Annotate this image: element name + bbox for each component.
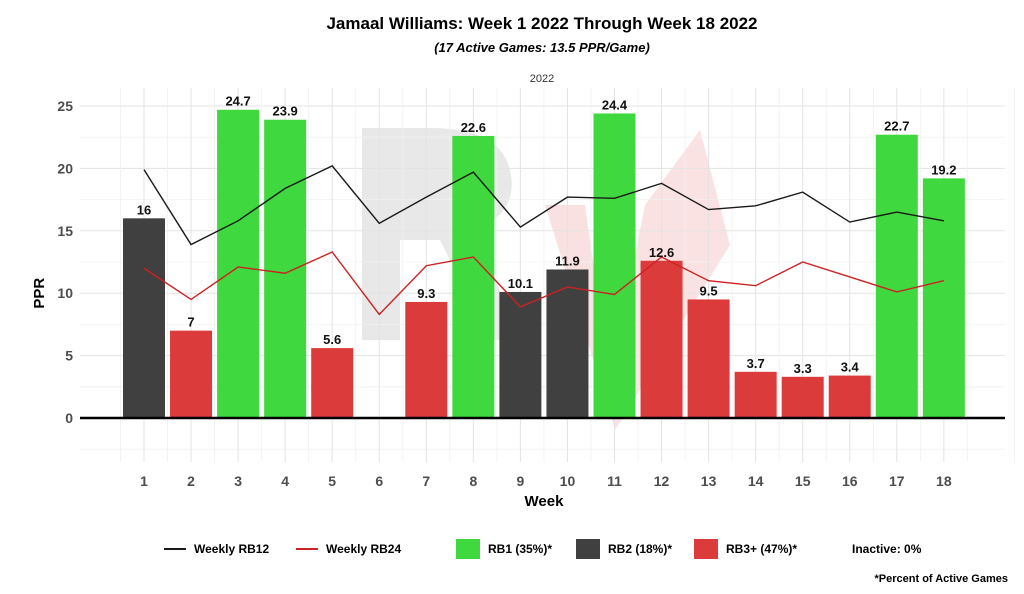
x-axis-title: Week bbox=[525, 493, 565, 510]
x-tick-label: 17 bbox=[889, 473, 905, 489]
bar-week-3 bbox=[217, 109, 260, 418]
x-tick-label: 2 bbox=[187, 473, 195, 489]
y-tick-label: 15 bbox=[57, 223, 73, 239]
x-tick-label: 8 bbox=[469, 473, 477, 489]
chart-title: Jamaal Williams: Week 1 2022 Through Wee… bbox=[326, 14, 758, 33]
bar-week-17 bbox=[875, 134, 918, 419]
x-tick-label: 11 bbox=[607, 473, 622, 489]
legend-label-rb3: RB3+ (47%)* bbox=[726, 542, 798, 556]
bar-week-7 bbox=[405, 301, 448, 418]
y-tick-label: 5 bbox=[65, 348, 73, 364]
x-tick-label: 7 bbox=[422, 473, 430, 489]
bar-week-16 bbox=[828, 375, 871, 418]
bar-week-15 bbox=[781, 376, 824, 418]
legend-item-rb3: RB3+ (47%)* bbox=[694, 538, 797, 560]
x-tick-label: 12 bbox=[654, 473, 670, 489]
legend-item-inactive: Inactive: 0% bbox=[852, 538, 921, 560]
bar-labels: 16 7 24.7 23.9 5.6 9.3 22.6 10.1 11.9 24.4 12.6 9.5… bbox=[137, 94, 957, 376]
bar-value-label: 22.7 bbox=[884, 119, 909, 134]
facet-label: 2022 bbox=[529, 73, 555, 85]
x-tick-label: 10 bbox=[560, 473, 576, 489]
bar-week-12 bbox=[640, 260, 683, 418]
threshold-lines bbox=[143, 165, 945, 316]
bar-week-1 bbox=[123, 218, 165, 418]
legend-label-inactive: Inactive: 0% bbox=[852, 542, 922, 556]
legend-line-rb24 bbox=[296, 548, 318, 550]
bar-week-8 bbox=[452, 135, 495, 418]
chart-subtitle: (17 Active Games: 13.5 PPR/Game) bbox=[434, 40, 650, 55]
legend-label-rb1: RB1 (35%)* bbox=[488, 542, 553, 556]
x-tick-label: 5 bbox=[328, 473, 336, 489]
legend-item-rb12: Weekly RB12 bbox=[164, 538, 269, 560]
bar-value-label: 22.6 bbox=[461, 120, 486, 135]
series-line-rb24 bbox=[143, 251, 945, 316]
bar-week-5 bbox=[311, 348, 354, 418]
bar-week-10 bbox=[546, 269, 589, 418]
bar-value-label: 7 bbox=[187, 315, 194, 330]
bar-value-label: 19.2 bbox=[931, 162, 956, 177]
x-tick-label: 3 bbox=[234, 473, 242, 489]
bar-week-4 bbox=[264, 119, 307, 418]
legend-label-rb24: Weekly RB24 bbox=[326, 542, 402, 556]
y-axis-title: PPR bbox=[31, 278, 48, 309]
series-line-rb12 bbox=[143, 165, 944, 246]
bar-week-9 bbox=[499, 291, 542, 418]
x-tick-label: 18 bbox=[936, 473, 952, 489]
bar-week-2 bbox=[170, 330, 213, 418]
bar-value-label: 3.3 bbox=[794, 361, 812, 376]
legend-line-rb12 bbox=[164, 548, 186, 550]
bar-value-label: 12.6 bbox=[649, 245, 674, 260]
legend-item-rb1: RB1 (35%)* bbox=[456, 538, 552, 560]
bar-week-11 bbox=[593, 113, 636, 418]
bar-value-label: 24.4 bbox=[602, 97, 628, 112]
x-tick-label: 1 bbox=[140, 473, 148, 489]
x-tick-label: 14 bbox=[748, 473, 764, 489]
bar-value-label: 3.4 bbox=[841, 360, 860, 375]
legend-swatch-rb3 bbox=[694, 539, 718, 559]
y-tick-label: 20 bbox=[57, 160, 73, 176]
y-tick-label: 0 bbox=[65, 410, 73, 426]
bar-value-label: 10.1 bbox=[508, 276, 533, 291]
legend-item-rb2: RB2 (18%)* bbox=[576, 538, 672, 560]
bar-value-label: 9.5 bbox=[700, 283, 718, 298]
legend-swatch-rb1 bbox=[456, 539, 480, 559]
footnote: *Percent of Active Games bbox=[874, 573, 1008, 585]
bar-value-label: 23.9 bbox=[272, 104, 297, 119]
legend: Weekly RB12 Weekly RB24 RB1 (35%)* RB2 (… bbox=[0, 538, 1024, 560]
x-tick-label: 16 bbox=[842, 473, 858, 489]
legend-label-rb2: RB2 (18%)* bbox=[608, 542, 673, 556]
legend-label-rb12: Weekly RB12 bbox=[194, 542, 270, 556]
legend-swatch-rb2 bbox=[576, 539, 600, 559]
bar-value-label: 11.9 bbox=[555, 253, 580, 268]
bar-week-13 bbox=[687, 299, 730, 418]
x-tick-label: 13 bbox=[701, 473, 717, 489]
bar-week-14 bbox=[734, 371, 777, 418]
y-tick-label: 25 bbox=[57, 98, 73, 114]
legend-item-rb24: Weekly RB24 bbox=[296, 538, 401, 560]
bar-value-label: 3.7 bbox=[747, 356, 765, 371]
x-tick-label: 15 bbox=[795, 473, 811, 489]
bar-value-label: 16 bbox=[137, 202, 151, 217]
x-tick-label: 4 bbox=[281, 473, 289, 489]
bar-value-label: 9.3 bbox=[417, 286, 435, 301]
bar-value-label: 24.7 bbox=[225, 94, 250, 109]
bar-value-label: 5.6 bbox=[323, 332, 341, 347]
y-tick-label: 10 bbox=[57, 285, 73, 301]
bars-group bbox=[123, 109, 965, 419]
x-tick-label: 6 bbox=[375, 473, 383, 489]
bar-week-18 bbox=[922, 178, 965, 418]
x-tick-label: 9 bbox=[517, 473, 525, 489]
